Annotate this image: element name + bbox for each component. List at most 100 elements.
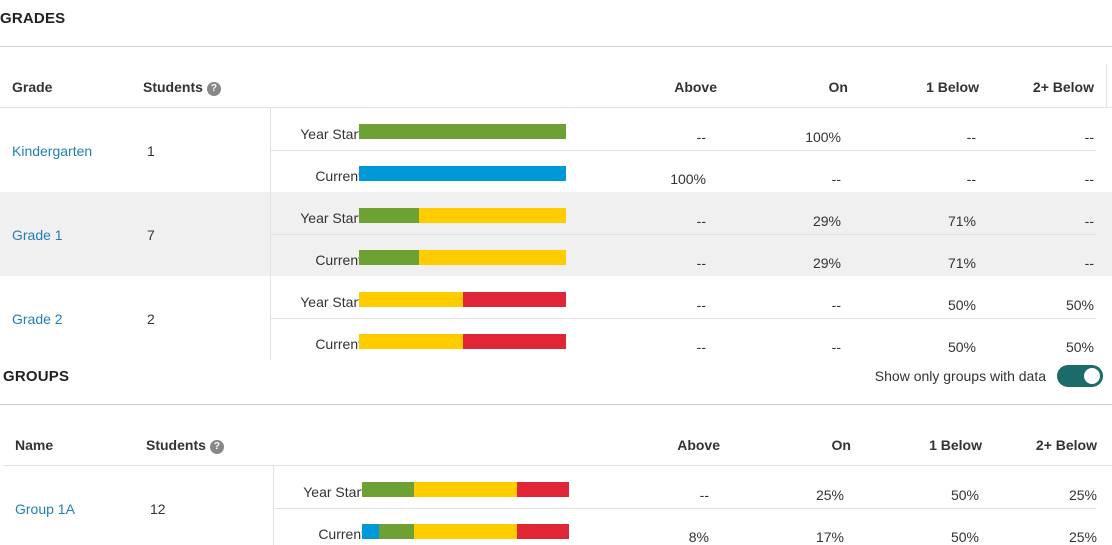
progress-bar [359,124,566,139]
cell-above: -- [696,213,706,229]
groups-header-on: On [831,437,851,453]
cell-one-below: 50% [950,529,979,545]
one-below-segment [419,250,566,265]
one-below-segment [419,208,566,223]
row-name-link[interactable]: Kindergarten [12,143,93,159]
cell-two-below: 50% [1065,297,1094,313]
cell-above: -- [696,129,706,145]
cell-two-below: -- [1084,129,1094,145]
cell-on: 29% [812,255,841,271]
row-students: 12 [150,501,166,517]
cell-one-below: 71% [947,213,976,229]
sub-row-divider [270,234,1096,235]
groups-header-students-label: Students [146,437,206,453]
progress-bar [362,482,569,497]
row-students: 2 [147,311,155,327]
row-students: 1 [147,143,155,159]
groups-title: GROUPS [3,368,70,385]
cell-two-below: -- [1084,255,1094,271]
cell-one-below: 50% [947,339,976,355]
header-grade: Grade [12,79,53,95]
show-groups-toggle[interactable] [1057,365,1103,387]
one-below-segment [359,334,463,349]
help-icon[interactable]: ? [209,440,224,454]
two-below-segment [517,482,569,497]
sub-row-label: Year Start [303,484,365,500]
on-segment [359,250,420,265]
progress-bar [359,166,566,181]
cell-on: 17% [815,529,844,545]
row-name-link[interactable]: Grade 2 [12,311,63,327]
cell-one-below: 50% [950,487,979,503]
sub-row-divider [270,318,1096,319]
sub-row-label: Current [318,526,365,542]
cell-above: -- [696,339,706,355]
sub-row-label: Current [315,168,362,184]
sub-row-label: Year Start [300,126,362,142]
cell-on: -- [831,171,841,187]
cell-above: 100% [670,171,706,187]
cell-on: 29% [812,213,841,229]
cell-two-below: 25% [1068,487,1097,503]
toggle-knob [1084,368,1100,384]
sub-row-label: Year Start [300,294,362,310]
progress-bar [359,250,566,265]
cell-two-below: 25% [1068,529,1097,545]
cell-on: 25% [815,487,844,503]
cell-above: 8% [688,529,709,545]
cell-one-below: 71% [947,255,976,271]
toggle-label: Show only groups with data [874,368,1046,384]
sub-row-label: Year Start [300,210,362,226]
on-segment [378,524,414,539]
cell-one-below: -- [966,129,976,145]
one-below-segment [359,292,463,307]
one-below-segment [413,524,518,539]
cell-above: -- [699,487,709,503]
cell-two-below: -- [1084,171,1094,187]
cell-on: -- [831,297,841,313]
header-above: Above [674,79,717,95]
progress-bar [359,208,566,223]
groups-header-one-below: 1 Below [929,437,982,453]
header-one-below: 1 Below [926,79,979,95]
on-segment [359,124,566,139]
cell-two-below: -- [1084,213,1094,229]
row-separator [273,466,274,545]
progress-bar [362,524,569,539]
header-bottom-line [0,107,1112,108]
two-below-segment [462,334,566,349]
header-two-below: 2+ Below [1032,79,1094,95]
groups-header-above: Above [677,437,720,453]
progress-bar [359,334,566,349]
groups-header-students: Students? [146,437,224,454]
sub-row-divider [270,150,1096,151]
on-segment [362,482,414,497]
header-students: Students? [143,79,221,96]
progress-bar [359,292,566,307]
help-icon[interactable]: ? [206,82,221,96]
grades-divider [0,46,1112,47]
header-students-label: Students [143,79,203,95]
row-students: 7 [147,227,155,243]
groups-header-name: Name [15,437,54,453]
row-name-link[interactable]: Grade 1 [12,227,63,243]
on-segment [359,208,420,223]
grades-title: GRADES [0,10,66,27]
above-segment [359,166,566,181]
sub-row-label: Current [315,336,362,352]
cell-two-below: 50% [1065,339,1094,355]
one-below-segment [413,482,518,497]
above-segment [362,524,379,539]
sub-row-label: Current [315,252,362,268]
cell-on: 100% [805,129,841,145]
row-name-link[interactable]: Group 1A [15,501,75,517]
cell-one-below: 50% [947,297,976,313]
cell-one-below: -- [966,171,976,187]
groups-header-two-below: 2+ Below [1035,437,1097,453]
header-on: On [828,79,848,95]
cell-above: -- [696,255,706,271]
two-below-segment [517,524,569,539]
groups-divider [0,404,1112,405]
two-below-segment [462,292,566,307]
cell-on: -- [831,339,841,355]
